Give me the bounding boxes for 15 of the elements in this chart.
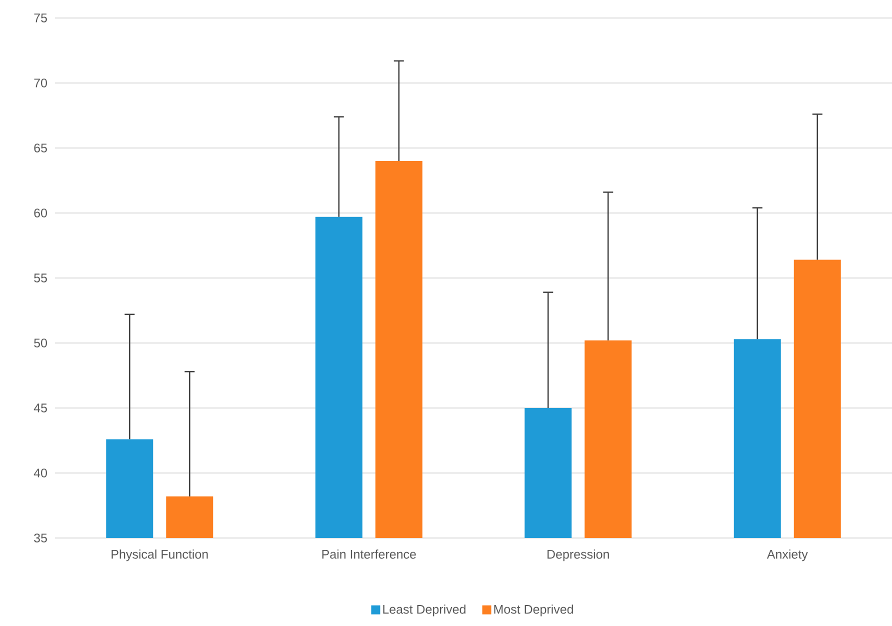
x-tick-label: Physical Function [112,550,208,562]
y-tick-label: 35 [34,534,47,542]
y-tick-label: 55 [34,274,47,282]
x-tick-label: Pain Interference [322,550,416,559]
y-tick-label: 70 [34,78,47,88]
y-tick-label: 65 [34,144,47,152]
y-tick-label: 50 [34,338,47,348]
x-tick-label: Depression [548,550,609,562]
y-tick-label: 45 [34,404,47,412]
x-tick-label: Anxiety [766,550,808,562]
legend-label: Least Deprived [383,604,466,616]
legend-label: Most Deprived [494,604,573,616]
y-tick-label: 75 [34,14,47,22]
y-tick-label: 40 [34,468,47,478]
y-tick-label: 60 [34,208,47,218]
